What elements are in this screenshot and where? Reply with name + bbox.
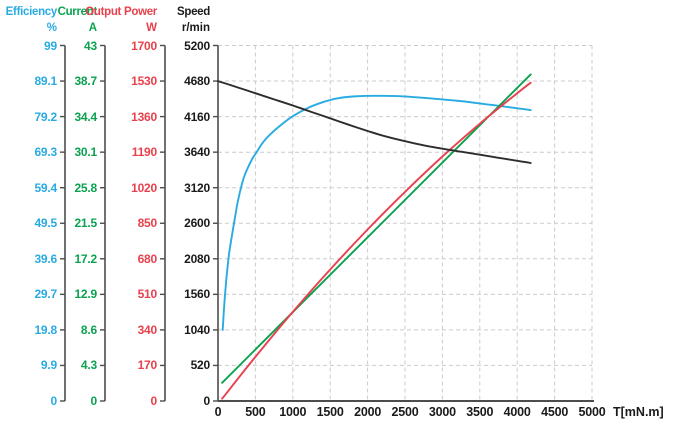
output-power-tick-label: 510 [137, 287, 158, 302]
speed-axis-title: Speed [176, 6, 210, 18]
speed-tick-label: 2600 [184, 216, 210, 231]
current-tick-label: 38.7 [74, 74, 97, 89]
speed-axis-unit: r/min [181, 22, 210, 34]
speed-tick-label: 520 [190, 358, 211, 373]
output-power-axis-unit: W [146, 22, 157, 34]
x-axis-unit-label: T[mN.m] [613, 405, 664, 419]
speed-tick-label: 0 [203, 394, 211, 408]
efficiency-tick-label: 49.5 [34, 216, 57, 231]
efficiency-axis-title: Efficiency [5, 6, 58, 18]
speed-tick-label: 4680 [184, 74, 210, 89]
speed-tick-label: 3120 [184, 180, 210, 195]
current-tick-label: 43 [84, 38, 97, 53]
x-tick-label: 4500 [541, 405, 569, 419]
efficiency-curve [221, 94, 532, 331]
current-tick-label: 12.9 [74, 287, 97, 302]
x-tick-label: 3000 [428, 405, 456, 419]
current-axis-title: Current [57, 6, 98, 18]
x-tick-label: 4000 [503, 405, 531, 419]
efficiency-tick-label: 89.1 [34, 74, 57, 89]
speed-curve [217, 80, 532, 164]
current-tick-label: 17.2 [74, 251, 97, 266]
efficiency-tick-label: 29.7 [34, 287, 57, 302]
speed-tick-label: 5200 [184, 38, 210, 53]
x-tick-label: 5000 [578, 405, 606, 419]
efficiency-tick-label: 39.6 [34, 251, 57, 266]
output-power-tick-label: 1530 [131, 74, 157, 89]
x-tick-label: 1500 [316, 405, 344, 419]
output-power-tick-label: 1360 [131, 109, 157, 124]
efficiency-axis-unit: % [46, 22, 57, 34]
speed-tick-label: 2080 [184, 251, 210, 266]
current-tick-label: 30.1 [74, 145, 97, 160]
output-power-tick-label: 1020 [131, 180, 157, 195]
current-tick-label: 8.6 [80, 322, 97, 337]
current-tick-label: 34.4 [74, 109, 97, 124]
speed-tick-label: 1040 [184, 322, 210, 337]
current-tick-label: 25.8 [74, 180, 97, 195]
output-power-tick-label: 170 [137, 358, 158, 373]
output-power-curve [221, 81, 532, 400]
x-tick-label: 0 [214, 405, 222, 419]
x-tick-label: 3500 [466, 405, 494, 419]
efficiency-tick-label: 79.2 [34, 109, 57, 124]
efficiency-tick-label: 59.4 [34, 180, 57, 195]
efficiency-tick-label: 9.9 [40, 358, 57, 373]
output-power-tick-label: 1700 [131, 38, 157, 53]
output-power-axis-title: Output Power [85, 6, 157, 18]
output-power-tick-label: 340 [137, 322, 158, 337]
x-tick-label: 2000 [354, 405, 382, 419]
output-power-tick-label: 680 [137, 251, 158, 266]
efficiency-tick-label: 99 [44, 38, 57, 53]
current-tick-label: 4.3 [80, 358, 97, 373]
efficiency-tick-label: 19.8 [34, 322, 57, 337]
efficiency-tick-label: 69.3 [34, 145, 57, 160]
output-power-tick-label: 0 [150, 394, 158, 408]
current-axis-unit: A [88, 22, 97, 34]
output-power-tick-label: 1190 [131, 145, 157, 160]
speed-tick-label: 1560 [184, 287, 210, 302]
x-tick-label: 1000 [279, 405, 307, 419]
x-tick-label: 500 [245, 405, 266, 419]
speed-tick-label: 3640 [184, 145, 210, 160]
efficiency-tick-label: 0 [50, 394, 58, 408]
current-tick-label: 21.5 [74, 216, 97, 231]
x-tick-label: 2500 [391, 405, 419, 419]
speed-tick-label: 4160 [184, 109, 210, 124]
current-tick-label: 0 [90, 394, 98, 408]
output-power-tick-label: 850 [137, 216, 158, 231]
